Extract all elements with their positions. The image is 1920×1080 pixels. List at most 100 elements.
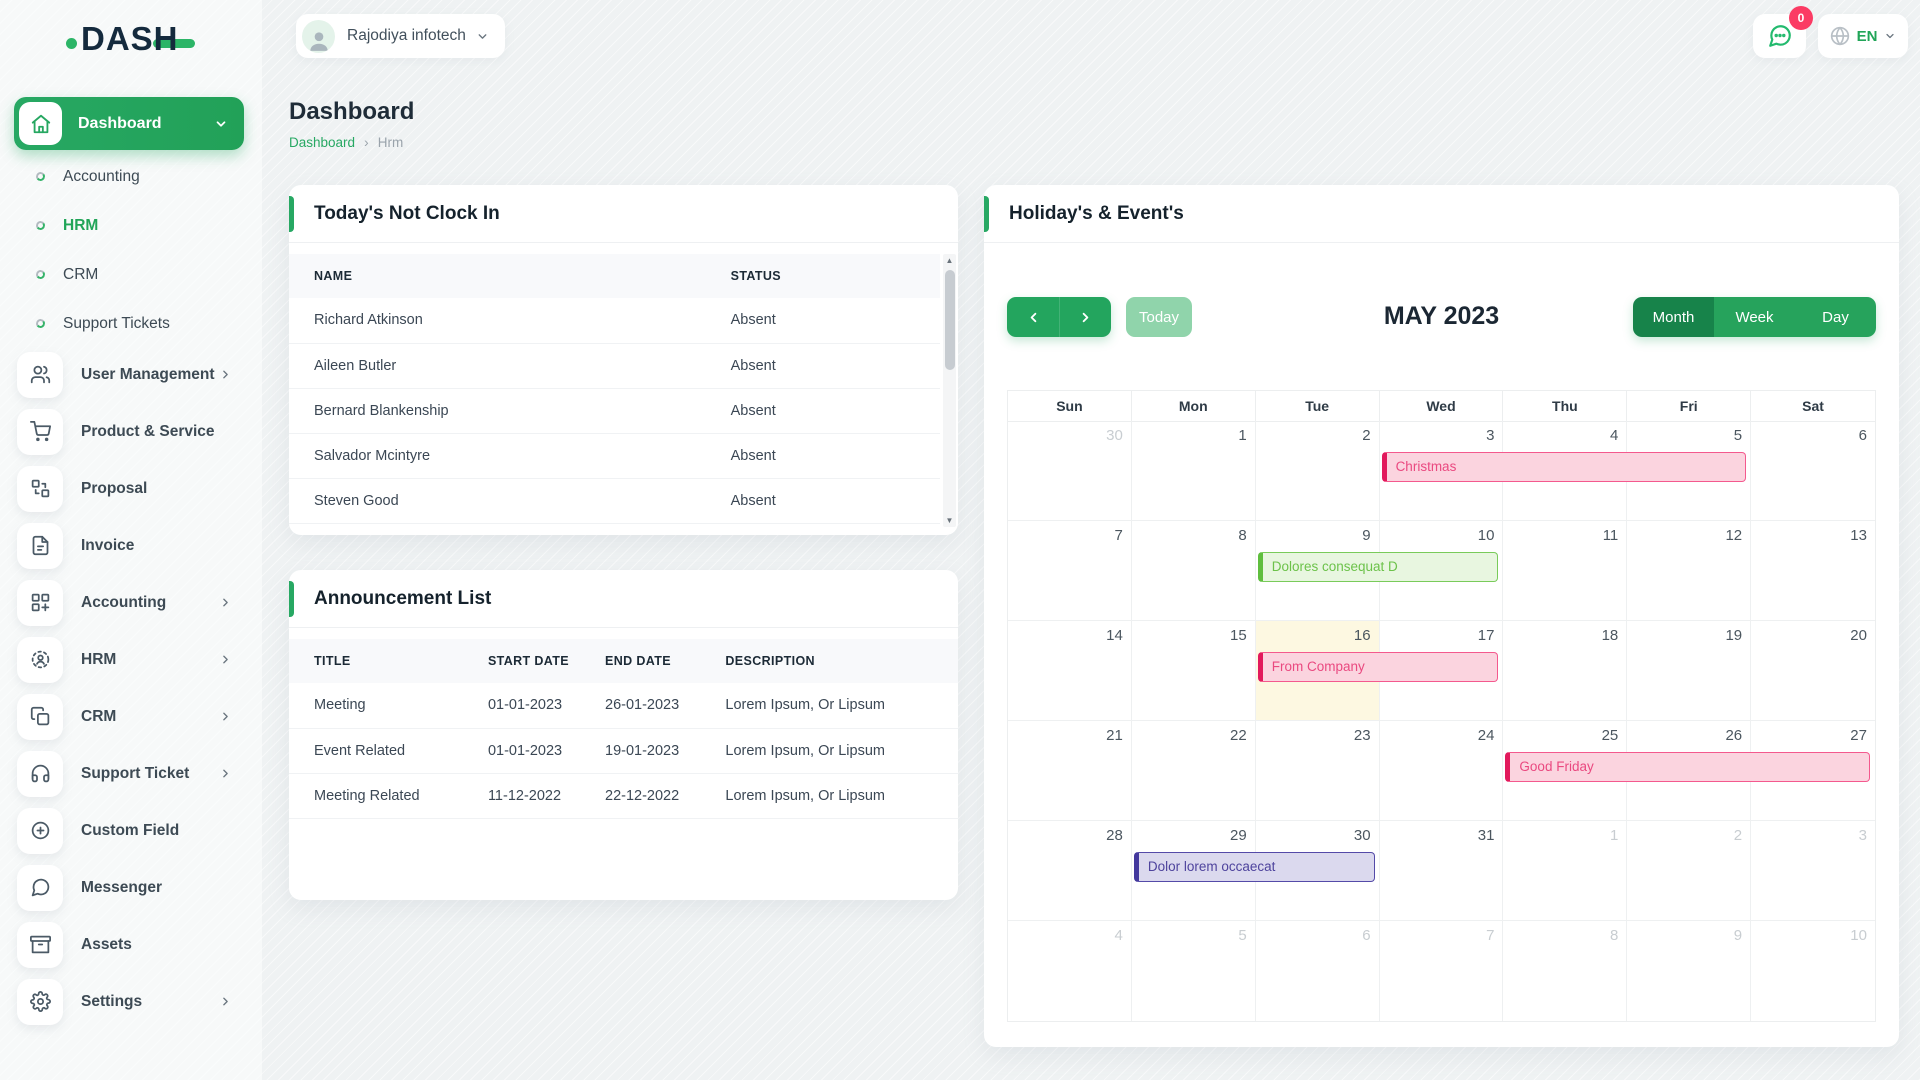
table-row[interactable]: Salvador Mcintyre Absent [289, 433, 940, 479]
sidebar-item-user-management[interactable]: User Management [0, 346, 262, 403]
calendar-nav-group [1007, 297, 1111, 337]
calendar-day[interactable]: 14 [1008, 621, 1132, 721]
calendar-day[interactable]: 27 [1751, 721, 1875, 821]
sidebar-item-assets[interactable]: Assets [0, 916, 262, 973]
calendar-day[interactable]: 7 [1008, 521, 1132, 621]
calendar-day[interactable]: 6 [1256, 921, 1380, 1021]
calendar-day[interactable]: 24 [1379, 721, 1504, 821]
calendar-day[interactable]: 21 [1008, 721, 1132, 821]
view-month-button[interactable]: Month [1633, 297, 1714, 337]
calendar-day[interactable]: 5 [1627, 421, 1752, 521]
todays-not-clock-in-card: Today's Not Clock In NAME STATUS Richard… [289, 185, 958, 535]
calendar-day[interactable]: 19 [1627, 621, 1752, 721]
table-row[interactable]: Meeting 01-01-2023 26-01-2023 Lorem Ipsu… [289, 683, 958, 729]
sidebar-item-hrm-dashboard[interactable]: HRM [0, 201, 262, 250]
calendar-day[interactable]: 18 [1503, 621, 1628, 721]
breadcrumb-dashboard-link[interactable]: Dashboard [289, 134, 356, 150]
column-header: STATUS [705, 254, 940, 298]
table-row[interactable]: Richard Atkinson Absent [289, 298, 940, 344]
today-button[interactable]: Today [1126, 297, 1192, 337]
sidebar-item-proposal[interactable]: Proposal [0, 460, 262, 517]
sidebar-item-accounting-dashboard[interactable]: Accounting [0, 152, 262, 201]
calendar-day[interactable]: 15 [1131, 621, 1256, 721]
view-week-button[interactable]: Week [1714, 297, 1795, 337]
sidebar: DASH Dashboard Accounting HRM CRM [0, 0, 262, 1080]
sidebar-item-dashboard[interactable]: Dashboard [14, 97, 244, 150]
cart-icon [17, 408, 63, 455]
table-row[interactable]: Aileen Butler Absent [289, 343, 940, 389]
calendar-event[interactable]: Good Friday [1505, 752, 1870, 782]
scrollbar-thumb[interactable] [944, 270, 955, 370]
app-logo[interactable]: DASH [66, 16, 195, 62]
calendar-day[interactable]: 1 [1503, 821, 1628, 921]
messages-button[interactable]: 0 [1753, 6, 1813, 58]
calendar-day[interactable]: 31 [1379, 821, 1504, 921]
calendar-day[interactable]: 5 [1132, 921, 1256, 1021]
sidebar-item-settings[interactable]: Settings [0, 973, 262, 1030]
calendar-day[interactable]: 8 [1131, 521, 1256, 621]
calendar-event[interactable]: Christmas [1381, 452, 1747, 482]
sidebar-item-messenger[interactable]: Messenger [0, 859, 262, 916]
description: Lorem Ipsum, Or Lipsum [700, 773, 958, 819]
chat-dots-icon [1767, 23, 1793, 49]
start-date: 01-01-2023 [462, 683, 580, 729]
sidebar-item-support-ticket[interactable]: Support Ticket [0, 745, 262, 802]
column-header: NAME [289, 254, 706, 298]
chevron-down-icon [214, 117, 228, 131]
table-scrollbar[interactable]: ▲ ▼ [943, 254, 956, 527]
calendar-week-row: 14 15 16 17 18 19 20 From Company [1008, 621, 1875, 721]
chat-bubble-icon [17, 864, 63, 911]
sidebar-item-invoice[interactable]: Invoice [0, 517, 262, 574]
table-row[interactable]: Bernard Blankenship Absent [289, 388, 940, 434]
calendar-event[interactable]: Dolor lorem occaecat [1133, 852, 1375, 882]
calendar-day[interactable]: 30 [1008, 421, 1132, 521]
scroll-up-arrow[interactable]: ▲ [945, 256, 954, 265]
main-navigation: User Management Product & Service Propos… [0, 346, 262, 1030]
company-selector[interactable]: Rajodiya infotech [296, 14, 505, 58]
calendar-day[interactable]: 6 [1751, 421, 1875, 521]
calendar-day[interactable]: 7 [1380, 921, 1504, 1021]
calendar-event[interactable]: Dolores consequat D [1257, 552, 1499, 582]
day-name: Wed [1379, 391, 1504, 422]
sidebar-item-accounting[interactable]: Accounting [0, 574, 262, 631]
calendar-day[interactable]: 23 [1255, 721, 1380, 821]
announcement-title: Meeting [289, 683, 463, 729]
bullet-icon [35, 318, 46, 329]
calendar-day[interactable]: 13 [1751, 521, 1875, 621]
calendar-day[interactable]: 2 [1255, 421, 1380, 521]
sidebar-item-crm[interactable]: CRM [0, 688, 262, 745]
calendar-day[interactable]: 17 [1379, 621, 1504, 721]
calendar-day[interactable]: 28 [1008, 821, 1132, 921]
next-month-button[interactable] [1059, 297, 1111, 337]
calendar-day[interactable]: 20 [1751, 621, 1875, 721]
calendar-week-row: 4 5 6 7 8 9 10 [1008, 921, 1875, 1021]
sidebar-item-product-service[interactable]: Product & Service [0, 403, 262, 460]
table-row[interactable]: Meeting Related 11-12-2022 22-12-2022 Lo… [289, 773, 958, 819]
headphones-icon [17, 750, 63, 797]
table-row[interactable]: Event Related 01-01-2023 19-01-2023 Lore… [289, 728, 958, 774]
calendar-day[interactable]: 9 [1627, 921, 1752, 1021]
table-row[interactable]: Steven Good Absent [289, 478, 940, 524]
calendar-day[interactable]: 2 [1627, 821, 1752, 921]
sidebar-item-custom-field[interactable]: Custom Field [0, 802, 262, 859]
calendar-day[interactable]: 30 [1255, 821, 1380, 921]
prev-month-button[interactable] [1007, 297, 1059, 337]
calendar-day[interactable]: 10 [1379, 521, 1504, 621]
calendar-day[interactable]: 12 [1627, 521, 1752, 621]
sidebar-item-hrm[interactable]: HRM [0, 631, 262, 688]
grid-plus-icon [17, 579, 63, 626]
status-value: Absent [705, 343, 940, 389]
sidebar-item-support-tickets-dashboard[interactable]: Support Tickets [0, 299, 262, 348]
calendar-day[interactable]: 22 [1131, 721, 1256, 821]
sidebar-item-crm-dashboard[interactable]: CRM [0, 250, 262, 299]
calendar-day[interactable]: 10 [1850, 927, 1867, 944]
calendar-day[interactable]: 3 [1751, 821, 1875, 921]
calendar-day[interactable]: 4 [1008, 921, 1132, 1021]
calendar-day[interactable]: 8 [1503, 921, 1628, 1021]
calendar-event[interactable]: From Company [1257, 652, 1499, 682]
language-selector[interactable]: EN [1818, 14, 1908, 58]
calendar-day[interactable]: 1 [1131, 421, 1256, 521]
scroll-down-arrow[interactable]: ▼ [945, 516, 954, 525]
view-day-button[interactable]: Day [1795, 297, 1876, 337]
calendar-day[interactable]: 11 [1503, 521, 1628, 621]
